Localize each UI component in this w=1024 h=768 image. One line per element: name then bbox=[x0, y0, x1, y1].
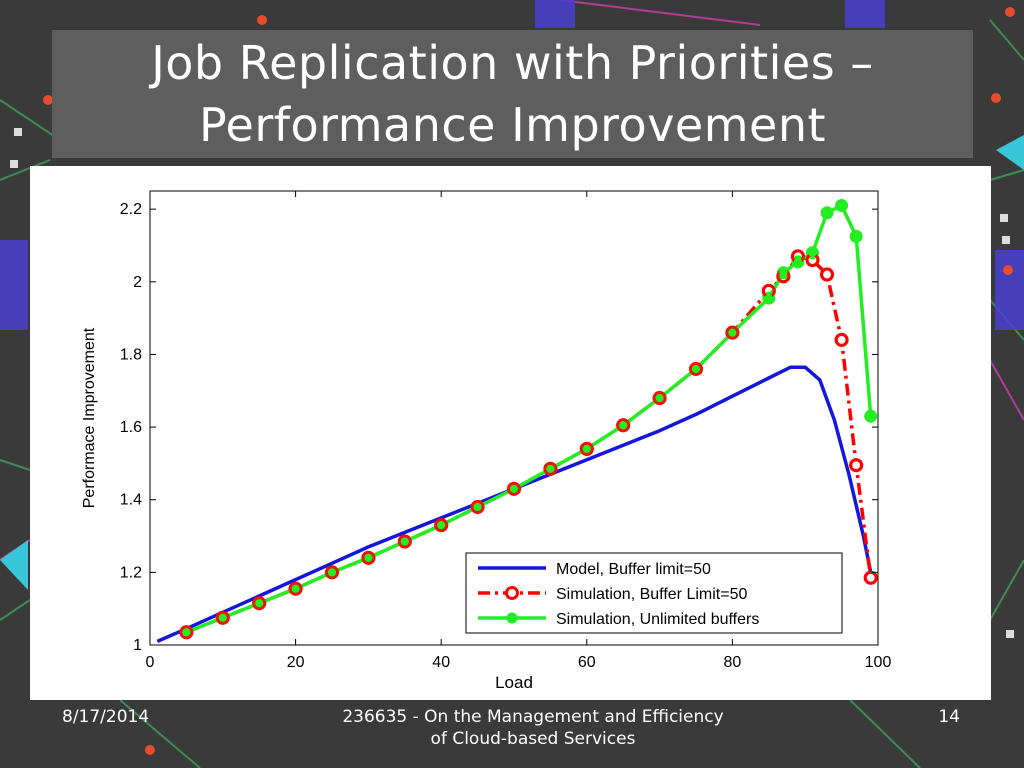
series-line-model-buffer-50 bbox=[156, 365, 873, 644]
data-point-simulation-buffer-50-overlay bbox=[863, 570, 878, 585]
data-point-simulation-unlimited-overlay bbox=[364, 553, 373, 562]
chart-legend: Model, Buffer limit=50 Simulation, Buffer… bbox=[465, 552, 843, 634]
data-point-simulation-buffer-50-overlay bbox=[325, 565, 339, 580]
data-point-simulation-buffer-50-overlay bbox=[179, 625, 194, 640]
data-point-simulation-unlimited-overlay bbox=[764, 294, 773, 303]
data-point-simulation-unlimited-overlay bbox=[728, 328, 737, 337]
data-point-simulation-buffer-50-overlay bbox=[689, 361, 703, 376]
data-point-simulation-buffer-50-overlay bbox=[820, 267, 835, 282]
data-point-simulation-unlimited-overlay bbox=[852, 232, 861, 241]
slide-title-box: Job Replication with Priorities – Perfor… bbox=[52, 30, 973, 158]
data-point-simulation-buffer-50-overlay bbox=[434, 518, 449, 533]
data-point-simulation-unlimited-overlay bbox=[328, 568, 336, 577]
legend-label-model-buffer-50: Model, Buffer limit=50 bbox=[556, 561, 711, 578]
data-point-simulation-unlimited-overlay bbox=[692, 364, 700, 373]
x-tick-label: 80 bbox=[724, 654, 742, 671]
data-point-simulation-unlimited-overlay bbox=[437, 521, 446, 530]
x-tick-label: 100 bbox=[865, 654, 892, 671]
data-point-simulation-buffer-50-overlay bbox=[361, 550, 376, 565]
data-point-simulation-buffer-50-overlay bbox=[725, 325, 740, 340]
data-point-simulation-unlimited-overlay bbox=[255, 599, 264, 608]
y-tick-label: 1.2 bbox=[120, 564, 142, 581]
legend-marker-simulation-unlimited bbox=[506, 612, 518, 624]
performance-chart: 0 20 40 60 80 100 1 1.2 1.4 1.6 1.8 2 2.2 Load Perfo… bbox=[81, 190, 892, 692]
data-point-simulation-unlimited-overlay bbox=[182, 628, 191, 637]
data-point-simulation-buffer-50-overlay bbox=[215, 610, 230, 625]
data-point-simulation-unlimited-overlay bbox=[779, 268, 788, 277]
x-tick-label: 40 bbox=[432, 654, 450, 671]
data-point-simulation-unlimited-overlay bbox=[837, 201, 846, 210]
data-point-simulation-unlimited-overlay bbox=[546, 464, 555, 473]
data-point-simulation-unlimited-overlay bbox=[655, 394, 664, 403]
data-point-simulation-unlimited-overlay bbox=[866, 412, 875, 421]
data-point-simulation-unlimited-overlay bbox=[793, 257, 802, 266]
data-point-simulation-buffer-50-overlay bbox=[834, 332, 849, 347]
data-point-simulation-buffer-50-overlay bbox=[397, 534, 412, 549]
x-tick-label: 60 bbox=[578, 654, 596, 671]
legend-label-simulation-unlimited: Simulation, Unlimited buffers bbox=[556, 611, 759, 628]
data-point-simulation-unlimited-overlay bbox=[218, 613, 227, 622]
data-point-simulation-unlimited-overlay bbox=[291, 584, 300, 593]
footer-date: 8/17/2014 bbox=[62, 707, 150, 727]
data-point-simulation-buffer-50-overlay bbox=[849, 458, 864, 473]
slide-title-line-1: Job Replication with Priorities – bbox=[151, 36, 874, 90]
data-point-simulation-buffer-50-overlay bbox=[288, 581, 303, 596]
legend-label-simulation-buffer-50: Simulation, Buffer Limit=50 bbox=[556, 586, 747, 603]
x-tick-label: 20 bbox=[287, 654, 305, 671]
legend-marker-simulation-buffer-50 bbox=[505, 586, 519, 600]
data-point-simulation-unlimited-overlay bbox=[510, 484, 518, 493]
footer-center-line-2: of Cloud-based Services bbox=[430, 729, 636, 749]
plot-area-frame bbox=[149, 190, 879, 646]
data-point-simulation-unlimited-overlay bbox=[619, 421, 628, 430]
y-tick-label: 1.8 bbox=[120, 346, 142, 363]
data-point-simulation-buffer-50-overlay bbox=[616, 418, 631, 433]
data-point-simulation-unlimited-overlay bbox=[582, 444, 591, 453]
footer-center-line-1: 236635 - On the Management and Efficienc… bbox=[342, 707, 724, 727]
y-axis-label: Performace Improvement bbox=[81, 327, 98, 508]
data-point-simulation-unlimited-overlay bbox=[823, 208, 832, 217]
x-axis-label: Load bbox=[495, 673, 533, 692]
footer-center: 236635 - On the Management and Efficienc… bbox=[300, 706, 766, 750]
x-tick-label: 0 bbox=[146, 654, 155, 671]
data-point-simulation-buffer-50-overlay bbox=[652, 391, 667, 406]
y-tick-label: 2.2 bbox=[120, 201, 142, 218]
y-tick-label: 1.6 bbox=[120, 419, 142, 436]
data-point-simulation-buffer-50-overlay bbox=[579, 441, 594, 456]
slide-title-line-2: Performance Improvement bbox=[198, 98, 827, 152]
y-tick-label: 1.4 bbox=[120, 492, 142, 509]
chart-panel: 0 20 40 60 80 100 1 1.2 1.4 1.6 1.8 2 2.2 Load Perfo… bbox=[30, 166, 991, 700]
data-point-simulation-buffer-50-overlay bbox=[507, 481, 521, 496]
data-point-simulation-buffer-50-overlay bbox=[543, 461, 558, 476]
data-point-simulation-unlimited-overlay bbox=[473, 502, 482, 511]
data-point-simulation-buffer-50-overlay bbox=[470, 499, 485, 514]
y-tick-label: 1 bbox=[133, 637, 142, 654]
data-point-simulation-unlimited-overlay bbox=[808, 248, 817, 257]
footer-page-number: 14 bbox=[938, 707, 960, 727]
data-point-simulation-buffer-50-overlay bbox=[252, 596, 267, 611]
y-tick-label: 2 bbox=[133, 274, 142, 291]
data-point-simulation-unlimited-overlay bbox=[400, 537, 409, 546]
